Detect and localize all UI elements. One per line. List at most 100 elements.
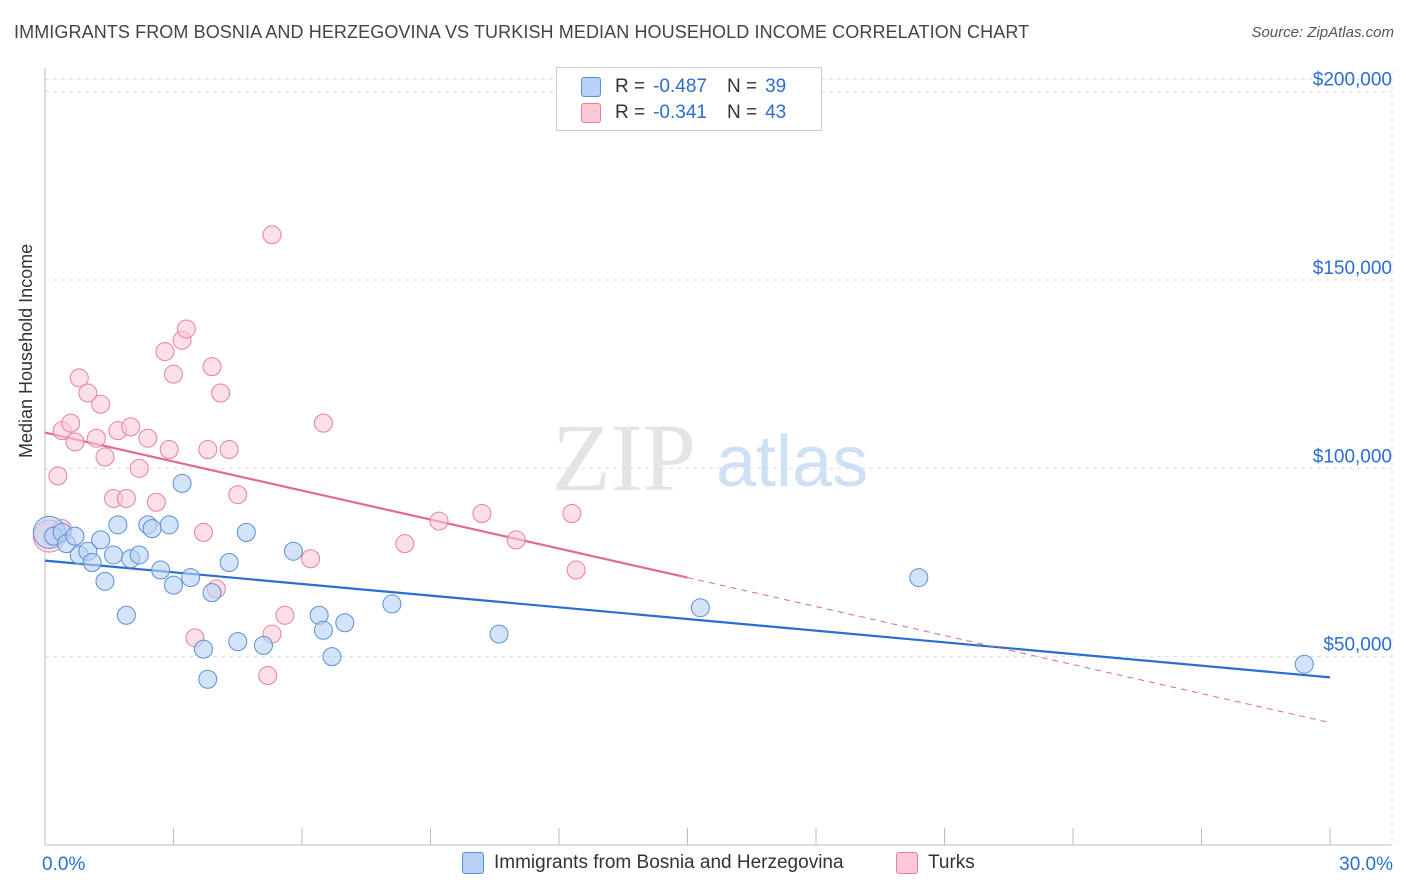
point-bosnia [181, 568, 201, 588]
point-turks [116, 488, 136, 508]
point-bosnia [313, 620, 333, 640]
point-bosnia [198, 669, 218, 689]
bottom-legend-label-bosnia: Immigrants from Bosnia and Herzegovina [494, 852, 844, 873]
point-turks [258, 666, 278, 685]
point-turks [155, 342, 175, 362]
point-bosnia [95, 571, 115, 591]
point-bosnia [322, 647, 342, 667]
x-tick-label: 30.0% [1339, 854, 1393, 875]
point-bosnia [219, 553, 239, 572]
point-turks [472, 504, 492, 524]
point-turks [219, 440, 239, 459]
point-bosnia [116, 605, 136, 625]
legend-r-label: R = [615, 76, 646, 97]
point-turks [193, 522, 213, 542]
legend-row-bosnia: R = -0.487 N = 39 [581, 75, 786, 99]
point-bosnia [164, 575, 183, 595]
point-bosnia [159, 515, 179, 535]
bottom-legend-bosnia[interactable]: Immigrants from Bosnia and Herzegovina [462, 852, 844, 874]
source-label: Source: ZipAtlas.com [1251, 24, 1394, 41]
point-bosnia [108, 515, 128, 535]
point-bosnia [151, 560, 171, 580]
point-turks [301, 549, 321, 569]
point-bosnia [236, 522, 256, 542]
watermark: ZIP atlas [552, 404, 868, 511]
legend-row-turks: R = -0.341 N = 43 [581, 101, 786, 125]
correlation-legend: R = -0.487 N = 39 R = -0.341 N = 43 [556, 67, 822, 131]
legend-swatch-blue [581, 77, 601, 97]
point-bosnia [82, 553, 102, 572]
point-turks [86, 428, 106, 448]
tick-labels: $50,000 $100,000 $150,000 $200,000 0.0% 30.0% [42, 70, 1393, 875]
trendline-turks-extension [687, 577, 1331, 724]
legend-n-value: 43 [765, 102, 787, 123]
bottom-legend-label-turks: Turks [928, 852, 975, 873]
point-turks [262, 225, 282, 245]
trendlines [44, 431, 1331, 724]
point-turks [228, 485, 248, 505]
point-turks [429, 511, 449, 531]
point-turks [138, 428, 158, 448]
legend-r-label: R = [615, 102, 646, 123]
point-bosnia [142, 519, 162, 539]
point-turks [95, 447, 115, 467]
point-bosnia [172, 473, 192, 493]
watermark-zip: ZIP [552, 404, 696, 511]
legend-r-value: -0.341 [653, 102, 707, 123]
point-turks [275, 605, 295, 625]
point-bosnia [489, 624, 509, 644]
point-bosnia [690, 598, 710, 618]
point-turks [121, 417, 141, 437]
point-turks [48, 466, 68, 486]
grid-lines [45, 70, 1393, 845]
y-tick-label: $150,000 [1313, 258, 1392, 279]
point-bosnia [65, 526, 85, 546]
bottom-legend-swatch-blue [462, 852, 484, 874]
point-turks [78, 383, 98, 403]
bottom-legend-swatch-pink [896, 852, 918, 874]
point-bosnia [909, 568, 929, 588]
watermark-atlas: atlas [716, 422, 868, 502]
legend-n-label: N = [726, 76, 758, 97]
y-tick-label: $50,000 [1323, 635, 1392, 656]
x-tick-label: 0.0% [42, 854, 85, 875]
point-bosnia [335, 613, 355, 633]
point-turks [91, 394, 111, 414]
point-turks [202, 357, 222, 377]
point-bosnia [228, 632, 248, 652]
chart-title: IMMIGRANTS FROM BOSNIA AND HERZEGOVINA V… [14, 22, 1030, 42]
point-turks [562, 504, 582, 524]
point-bosnia [283, 541, 303, 561]
point-bosnia [193, 639, 213, 659]
point-bosnia [104, 545, 124, 565]
legend-r-value: -0.487 [653, 76, 707, 97]
point-turks [566, 560, 586, 580]
point-turks [129, 458, 149, 478]
legend-n-value: 39 [765, 76, 787, 97]
y-tick-label: $200,000 [1313, 70, 1392, 91]
point-turks [176, 319, 196, 339]
data-points [32, 225, 1314, 689]
point-turks [146, 492, 166, 512]
point-turks [65, 432, 85, 452]
point-turks [395, 534, 415, 554]
trendline-turks [44, 431, 688, 579]
bottom-legend-turks[interactable]: Turks [896, 852, 975, 874]
point-turks [164, 364, 183, 384]
point-turks [69, 368, 89, 388]
legend-swatch-pink [581, 103, 601, 123]
legend-n-label: N = [726, 102, 758, 123]
point-bosnia [382, 594, 402, 614]
y-axis-label: Median Household Income [16, 243, 36, 458]
point-bosnia [253, 635, 273, 655]
point-turks [198, 440, 218, 459]
point-turks [313, 413, 333, 433]
point-bosnia [129, 545, 149, 565]
point-turks [159, 440, 179, 459]
point-bosnia [202, 583, 222, 603]
point-turks [211, 383, 231, 403]
point-bosnia [91, 530, 111, 550]
point-turks [61, 413, 81, 433]
y-tick-label: $100,000 [1313, 446, 1392, 467]
